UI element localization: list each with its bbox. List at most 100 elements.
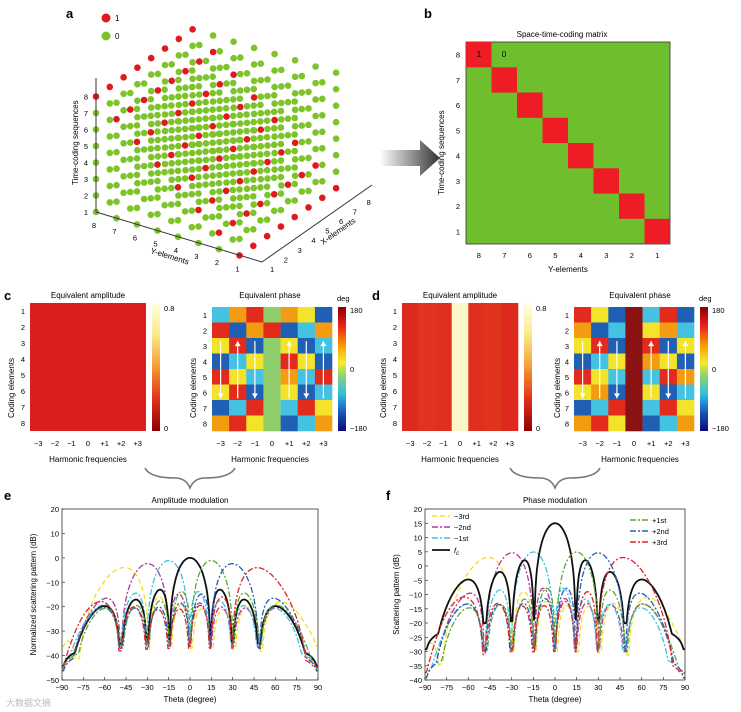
voxel-one <box>209 48 217 56</box>
voxel-zero <box>134 113 141 121</box>
y-tick-label: 0 <box>55 554 59 563</box>
voxel-one <box>264 158 271 166</box>
voxel-zero <box>263 150 271 157</box>
heatmap-x-tick: −3 <box>34 439 43 448</box>
voxel-zero <box>113 198 120 205</box>
heatmap-x-tick: +1 <box>472 439 481 448</box>
voxel-zero <box>196 41 203 49</box>
voxel-zero <box>120 140 127 147</box>
voxel-zero <box>237 70 244 78</box>
phase-cell <box>263 415 281 432</box>
phase-arrow-head <box>665 393 672 399</box>
voxel-zero <box>332 151 340 159</box>
phase-cell <box>263 307 281 323</box>
voxel-one <box>188 100 196 107</box>
phase-cell <box>263 400 281 416</box>
y-tick-label: −5 <box>413 576 422 585</box>
matrix-y-tick: 4 <box>456 152 460 161</box>
voxel-one <box>284 181 292 188</box>
matrix-y-tick: 7 <box>456 76 460 85</box>
phase-arrow-head <box>682 341 689 347</box>
d-phase-title: Equivalent phase <box>609 291 671 300</box>
voxel-zero <box>332 168 340 175</box>
voxel-zero <box>250 151 257 159</box>
heatmap-x-tick: −3 <box>216 439 225 448</box>
voxel-zero <box>257 151 264 158</box>
voxel-zero <box>133 188 141 195</box>
legend-p1-label: +1st <box>652 516 667 525</box>
voxel-zero <box>257 134 264 142</box>
x-tick-label: 90 <box>314 683 322 692</box>
phase-cell <box>229 415 247 432</box>
voxel-zero <box>202 148 209 155</box>
voxel-zero <box>250 160 257 167</box>
voxel-zero <box>250 209 257 217</box>
voxel-zero <box>209 73 216 80</box>
voxel-one <box>106 83 114 91</box>
voxel-zero <box>168 110 175 118</box>
phase-cell <box>574 307 592 323</box>
voxel-zero <box>243 119 251 127</box>
voxel-zero <box>195 149 203 156</box>
y-tick-label: −10 <box>409 591 422 600</box>
voxel-zero <box>188 190 196 198</box>
heatmap-y-tick: 5 <box>203 373 207 382</box>
voxel-one <box>174 184 182 191</box>
voxel-zero <box>196 107 203 115</box>
voxel-zero <box>154 186 162 193</box>
voxel-zero <box>106 133 114 140</box>
phase-cell <box>229 400 247 416</box>
voxel-zero <box>223 96 230 104</box>
d-amp-y-ticks: 1 2 3 4 5 6 7 8 <box>393 307 397 428</box>
voxel-zero <box>243 226 250 234</box>
heatmap-y-tick: 6 <box>565 388 569 397</box>
voxel-zero <box>127 205 134 212</box>
voxel-zero <box>222 171 230 178</box>
x-tick-label: 8 <box>367 198 371 207</box>
voxel-zero <box>175 175 182 183</box>
voxel-zero <box>222 121 230 129</box>
voxel-zero <box>202 173 210 180</box>
voxel-zero <box>236 235 243 243</box>
voxel-zero <box>209 213 216 221</box>
voxel-one <box>134 64 141 71</box>
voxel-zero <box>298 138 306 146</box>
voxel-zero <box>291 147 299 155</box>
voxel-zero <box>127 155 134 163</box>
voxel-zero <box>120 123 127 131</box>
matrix-x-tick: 7 <box>502 251 506 260</box>
heatmap-y-tick: 6 <box>21 387 25 396</box>
voxel-zero <box>257 175 265 183</box>
phase-arrow-head <box>648 341 655 347</box>
voxel-zero <box>332 69 340 76</box>
voxel-zero <box>250 44 258 52</box>
voxel-zero <box>209 230 216 237</box>
voxel-zero <box>127 89 134 97</box>
phase-cell <box>263 384 281 401</box>
voxel-one <box>147 129 155 136</box>
x-axis-title: Theta (degree) <box>529 695 582 704</box>
series-line-+1st <box>62 559 318 669</box>
voxel-zero <box>236 219 243 226</box>
voxel-zero <box>243 169 251 176</box>
chart-title: Phase modulation <box>523 496 587 505</box>
d-amp-title: Equivalent amplitude <box>423 291 498 300</box>
voxel-zero <box>319 128 326 136</box>
voxel-zero <box>188 83 196 91</box>
voxel-zero <box>332 135 340 142</box>
y-tick-label: −35 <box>409 662 422 671</box>
heatmap-y-tick: 1 <box>565 311 569 320</box>
voxel-zero <box>209 106 216 113</box>
y-tick-label: 3 <box>194 252 198 261</box>
phase-cell <box>591 400 609 416</box>
voxel-zero <box>175 52 183 59</box>
voxel-zero <box>332 118 340 126</box>
chart-title: Amplitude modulation <box>152 496 229 505</box>
voxel-zero <box>133 171 141 179</box>
phase-arrow-head <box>234 341 241 347</box>
voxel-zero <box>168 168 175 175</box>
voxel-zero <box>236 202 243 210</box>
voxel-zero <box>250 127 257 134</box>
phase-cell <box>591 307 609 323</box>
c-phase-map <box>212 307 333 432</box>
